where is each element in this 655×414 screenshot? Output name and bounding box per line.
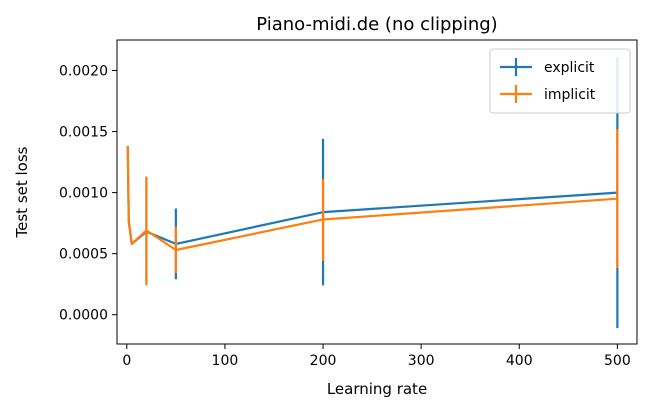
y-tick-label: 0.0010 [59, 186, 108, 202]
x-tick-label: 400 [506, 353, 533, 369]
y-axis-label: Test set loss [13, 146, 31, 238]
y-tick-label: 0.0005 [59, 247, 108, 263]
y-tick-label: 0.0000 [59, 308, 108, 324]
legend-label-implicit: implicit [544, 87, 596, 103]
chart-title: Piano-midi.de (no clipping) [256, 14, 497, 35]
series-line-explicit [126, 147, 618, 245]
x-tick-label: 200 [310, 353, 337, 369]
plot-area: 0 100 200 300 400 500 0.0000 0.0005 0.0010 0.0015… [59, 39, 638, 369]
legend: explicit implicit [489, 48, 631, 114]
plot-frame [116, 39, 638, 345]
legend-label-explicit: explicit [544, 60, 595, 76]
series-line-implicit [126, 147, 618, 252]
x-tick-label: 100 [212, 353, 239, 369]
y-tick-label: 0.0020 [59, 64, 108, 80]
legend-box [489, 48, 631, 114]
y-tick-label: 0.0015 [59, 125, 108, 141]
x-tick-label: 300 [408, 353, 435, 369]
x-axis-label: Learning rate [327, 380, 427, 398]
x-tick-label: 0 [122, 353, 131, 369]
x-tick-label: 500 [604, 353, 631, 369]
